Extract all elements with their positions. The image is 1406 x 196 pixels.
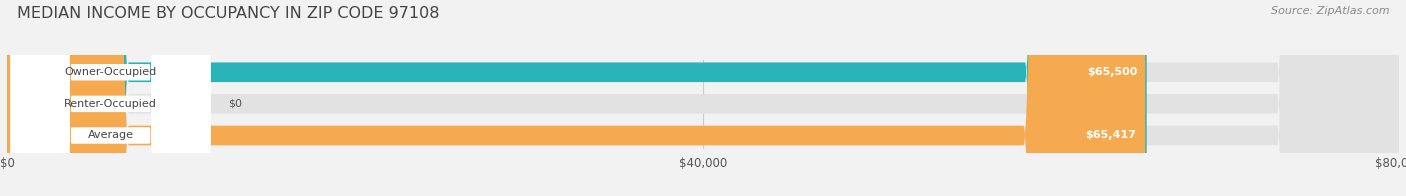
FancyBboxPatch shape [7,0,1399,196]
FancyBboxPatch shape [10,0,211,196]
Text: $65,500: $65,500 [1088,67,1137,77]
Text: Source: ZipAtlas.com: Source: ZipAtlas.com [1271,6,1389,16]
FancyBboxPatch shape [7,0,1399,196]
Text: $65,417: $65,417 [1085,131,1136,141]
FancyBboxPatch shape [7,0,1146,196]
FancyBboxPatch shape [10,0,211,196]
Text: Renter-Occupied: Renter-Occupied [65,99,157,109]
Text: MEDIAN INCOME BY OCCUPANCY IN ZIP CODE 97108: MEDIAN INCOME BY OCCUPANCY IN ZIP CODE 9… [17,6,439,21]
Text: $0: $0 [228,99,242,109]
Text: Owner-Occupied: Owner-Occupied [65,67,156,77]
FancyBboxPatch shape [10,0,211,196]
FancyBboxPatch shape [7,0,1147,196]
Text: Average: Average [87,131,134,141]
FancyBboxPatch shape [7,0,1399,196]
